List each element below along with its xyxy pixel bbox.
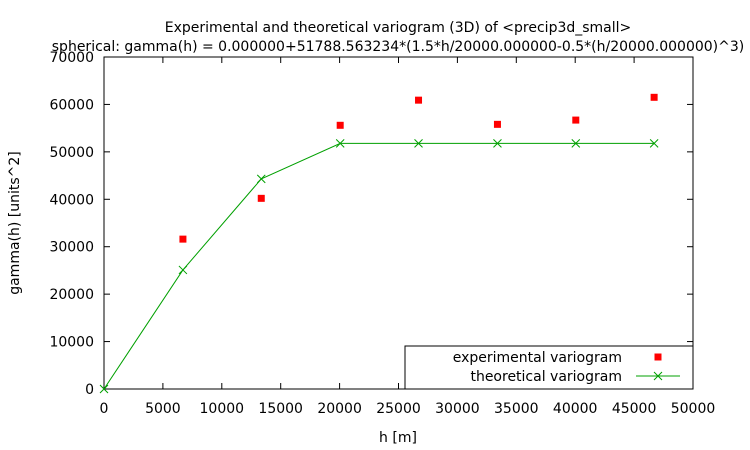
y-tick-label: 30000 — [49, 240, 94, 256]
plot-area: 0 5000 10000 15000 20000 25000 30000 35000 40000… — [49, 50, 715, 417]
legend: experimental variogram theoretical variog… — [404, 345, 694, 390]
y-tick-label: 60000 — [49, 97, 94, 113]
experimental-point — [257, 194, 265, 202]
theoretical-point — [178, 265, 188, 275]
theoretical-point — [649, 139, 659, 148]
experimental-point — [336, 121, 344, 129]
y-tick-label: 70000 — [49, 50, 94, 66]
y-axis-label: gamma(h) [units^2] — [7, 151, 23, 295]
experimental-point — [179, 235, 187, 243]
experimental-point — [493, 120, 501, 128]
x-tick-label: 5000 — [145, 401, 181, 417]
y-tick-label: 20000 — [49, 287, 94, 303]
y-tick-label: 10000 — [49, 335, 94, 351]
x-tick-label: 15000 — [258, 401, 303, 417]
theoretical-point — [493, 139, 502, 148]
legend-label: theoretical variogram — [470, 369, 622, 385]
legend-x-marker — [653, 371, 663, 381]
x-tick-label: 50000 — [671, 401, 716, 417]
x-tick-label: 10000 — [200, 401, 245, 417]
y-tick-label: 0 — [85, 382, 94, 398]
plot-frame — [103, 56, 694, 390]
x-tick-label: 40000 — [553, 401, 598, 417]
y-tick-label: 40000 — [49, 192, 94, 208]
chart-title: Experimental and theoretical variogram (… — [165, 20, 632, 36]
legend-box — [404, 345, 694, 390]
x-tick-label: 25000 — [376, 401, 421, 417]
x-tick-label: 30000 — [435, 401, 480, 417]
x-axis-label: h [m] — [379, 430, 417, 446]
x-tick-label: 0 — [100, 401, 109, 417]
theoretical-variogram-line — [103, 142, 655, 390]
theoretical-point — [256, 174, 266, 184]
y-tick-label: 50000 — [49, 145, 94, 161]
theoretical-point — [571, 139, 581, 148]
x-tick-label: 20000 — [317, 401, 362, 417]
theoretical-point — [335, 139, 345, 148]
experimental-point — [650, 93, 658, 101]
chart-subtitle: spherical: gamma(h) = 0.000000+51788.563… — [52, 39, 744, 55]
x-tick-label: 45000 — [612, 401, 657, 417]
experimental-point — [572, 116, 580, 124]
theoretical-point — [414, 139, 423, 148]
theoretical-point — [99, 384, 109, 394]
legend-square-marker — [654, 353, 662, 361]
x-tick-label: 35000 — [494, 401, 539, 417]
experimental-point — [415, 96, 423, 104]
legend-label: experimental variogram — [453, 350, 622, 366]
